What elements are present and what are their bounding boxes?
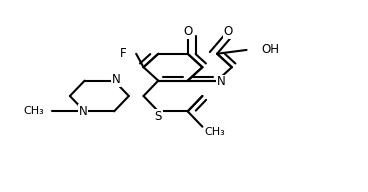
Text: O: O (183, 25, 192, 38)
Text: F: F (120, 47, 127, 60)
Text: O: O (223, 25, 233, 38)
Text: CH₃: CH₃ (204, 127, 225, 137)
Text: OH: OH (261, 43, 279, 56)
Text: N: N (216, 75, 225, 88)
Text: N: N (78, 105, 87, 118)
Text: CH₃: CH₃ (24, 106, 44, 116)
Text: N: N (112, 73, 120, 86)
Text: S: S (155, 110, 162, 123)
